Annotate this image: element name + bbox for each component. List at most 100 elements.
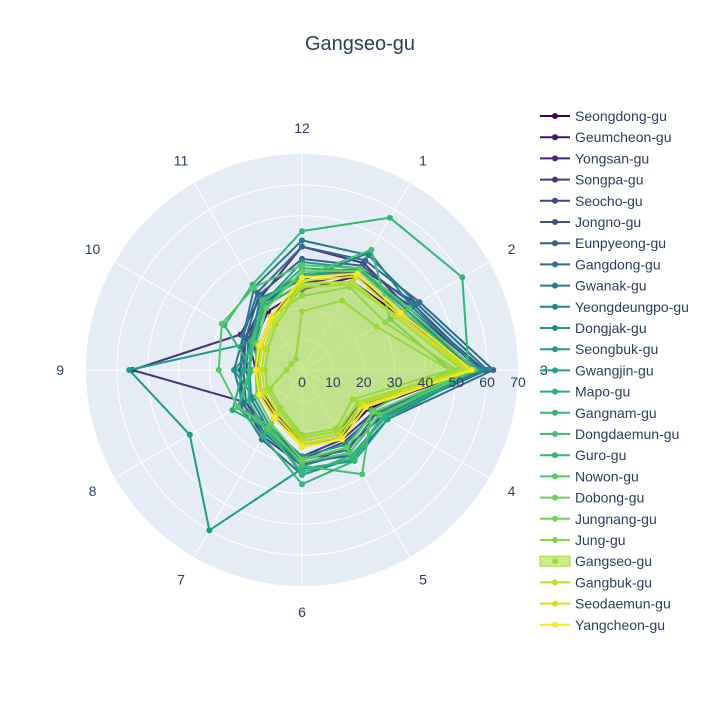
legend-item[interactable]: Gangnam-gu: [540, 405, 657, 421]
legend-marker: [552, 431, 558, 437]
legend-marker: [552, 515, 558, 522]
series-point: [254, 289, 261, 296]
legend-item[interactable]: Guro-gu: [540, 447, 626, 463]
series-point: [240, 400, 247, 407]
series-point: [299, 444, 305, 451]
series-point: [299, 262, 305, 269]
legend-label: Seongdong-gu: [575, 108, 667, 124]
legend-item[interactable]: Gwangjin-gu: [540, 362, 654, 378]
legend-item[interactable]: Jongno-gu: [540, 214, 641, 230]
legend-marker: [552, 600, 558, 607]
series-point: [490, 367, 497, 373]
series-point: [376, 411, 383, 418]
legend-item[interactable]: Yongsan-gu: [540, 150, 649, 166]
legend-label: Yongsan-gu: [575, 150, 649, 166]
series-point: [339, 436, 346, 443]
legend-marker: [552, 494, 558, 501]
series-point: [362, 257, 369, 264]
series-point: [206, 527, 213, 534]
legend-label: Gwangjin-gu: [575, 362, 654, 378]
radial-axis-ticks: 0 10 20 30 40 50 60 70: [298, 374, 526, 390]
legend-marker: [552, 452, 558, 459]
legend-item[interactable]: Dongjak-gu: [540, 320, 647, 336]
series-point: [256, 391, 263, 398]
legend-item[interactable]: Dongdaemun-gu: [540, 426, 679, 442]
legend-item[interactable]: Seocho-gu: [540, 193, 643, 209]
legend-marker: [552, 155, 558, 162]
legend-marker: [552, 176, 558, 183]
series-nowon-gu: [215, 262, 478, 466]
series-point: [215, 367, 222, 373]
series-layer: [126, 214, 497, 534]
series-point: [413, 300, 420, 307]
legend-item[interactable]: Yangcheon-gu: [540, 617, 665, 633]
series-point: [299, 274, 305, 281]
series-point: [351, 457, 358, 464]
legend-label: Jongno-gu: [575, 214, 641, 230]
series-point: [386, 214, 393, 221]
angular-tick-label: 4: [508, 483, 516, 499]
angular-tick-label: 7: [177, 572, 185, 588]
series-point: [397, 309, 404, 316]
radial-tick-label: 50: [449, 374, 465, 390]
legend-label: Yeongdeungpo-gu: [575, 299, 689, 315]
angular-tick-label: 11: [174, 153, 189, 169]
angular-tick-label: 2: [508, 241, 516, 257]
series-point: [343, 444, 350, 451]
legend-item[interactable]: Eunpyeong-gu: [540, 235, 666, 251]
legend-label: Seodaemun-gu: [575, 596, 671, 612]
legend-item[interactable]: Nowon-gu: [540, 468, 639, 484]
legend-label: Seocho-gu: [575, 193, 643, 209]
series-point: [234, 404, 241, 410]
series-point: [299, 243, 305, 250]
legend-item[interactable]: Seongbuk-gu: [540, 341, 658, 357]
legend-item[interactable]: Gangseo-gu: [539, 553, 652, 569]
series-point: [346, 449, 353, 456]
legend-item[interactable]: Seodaemun-gu: [540, 596, 671, 612]
legend-marker: [552, 303, 558, 310]
legend-marker: [552, 197, 558, 204]
legend-item[interactable]: Mapo-gu: [540, 384, 630, 400]
legend-item[interactable]: Gwanak-gu: [540, 278, 647, 294]
series-point: [229, 407, 236, 414]
radial-tick-label: 70: [510, 374, 526, 390]
legend-marker: [552, 113, 558, 119]
legend-item[interactable]: Yeongdeungpo-gu: [540, 299, 689, 315]
legend-marker: [552, 325, 558, 331]
legend-label: Jung-gu: [575, 532, 626, 548]
legend-label: Seongbuk-gu: [575, 341, 658, 357]
radial-tick-label: 0: [298, 374, 306, 390]
series-yangcheon-gu: [252, 270, 475, 451]
legend-marker: [552, 558, 558, 565]
legend-item[interactable]: Songpa-gu: [540, 172, 644, 188]
series-point: [354, 270, 361, 277]
series-point: [349, 278, 356, 285]
angular-tick-label: 5: [419, 572, 427, 588]
legend-item[interactable]: Gangbuk-gu: [540, 574, 652, 590]
legend-item[interactable]: Gangdong-gu: [540, 256, 661, 272]
series-point: [218, 320, 225, 327]
series-point: [468, 367, 475, 373]
legend-marker: [552, 261, 558, 268]
angular-tick-label: 10: [85, 241, 101, 257]
series-point: [271, 415, 278, 422]
series-point: [299, 228, 305, 235]
legend-item[interactable]: Dobong-gu: [540, 490, 644, 506]
series-point: [299, 237, 305, 244]
legend-item[interactable]: Jungnang-gu: [540, 511, 657, 527]
series-point: [260, 433, 267, 440]
legend-item[interactable]: Seongdong-gu: [540, 108, 667, 124]
series-point: [240, 333, 247, 340]
legend-marker: [552, 219, 558, 225]
legend-marker: [552, 346, 558, 353]
legend-item[interactable]: Jung-gu: [540, 532, 626, 548]
angular-tick-label: 9: [56, 362, 64, 378]
series-point: [126, 367, 133, 373]
series-point: [405, 305, 412, 312]
legend-item[interactable]: Geumcheon-gu: [540, 129, 672, 145]
series-point: [359, 471, 366, 478]
series-point: [265, 425, 272, 432]
series-point: [299, 481, 305, 488]
series-point: [459, 274, 466, 281]
angular-tick-label: 12: [294, 120, 310, 136]
